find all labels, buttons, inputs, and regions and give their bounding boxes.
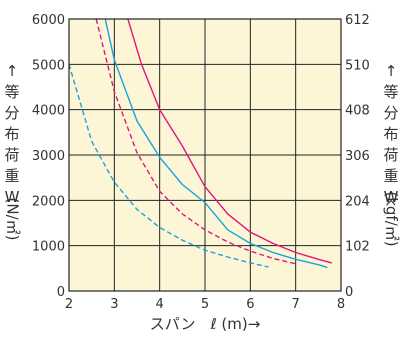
series-line-4 bbox=[68, 64, 269, 268]
right-axis-label-char: 布 bbox=[383, 125, 398, 143]
y-tick-label-right: 306 bbox=[345, 149, 370, 164]
grid bbox=[69, 19, 341, 291]
left-axis-label-char: 分 bbox=[4, 104, 19, 122]
y-tick-label-left: 6000 bbox=[32, 13, 65, 28]
y-tick-label-right: 102 bbox=[345, 240, 370, 255]
y-tick-label-left: 1000 bbox=[32, 240, 65, 255]
x-axis-label: スパン ℓ (m)→ bbox=[150, 315, 261, 333]
right-axis-label-char: 等 bbox=[383, 83, 398, 101]
x-tick-label: 5 bbox=[201, 297, 209, 312]
right-axis-label-char: 荷 bbox=[383, 146, 398, 164]
left-axis-label-char: W bbox=[5, 188, 20, 206]
x-tick-label: 6 bbox=[246, 297, 254, 312]
left-axis-label-char: ↑ bbox=[6, 62, 19, 80]
y-tick-label-left: 5000 bbox=[32, 58, 65, 73]
y-tick-label-right: 510 bbox=[345, 58, 370, 73]
y-tick-label-right: 612 bbox=[345, 13, 370, 28]
y-tick-label-right: 408 bbox=[345, 104, 370, 119]
series-line-3 bbox=[95, 18, 296, 265]
series-line-1 bbox=[127, 18, 333, 264]
tick-labels: 0 1000 2000 3000 4000 5000 6000 0 102 204 306 408 51… bbox=[32, 13, 370, 312]
y-tick-label-right: 0 bbox=[345, 285, 353, 300]
right-axis-label-char: W bbox=[384, 188, 399, 206]
y-tick-label-left: 2000 bbox=[32, 194, 65, 209]
left-axis-label-char: 等 bbox=[4, 83, 19, 101]
x-tick-label: 8 bbox=[337, 297, 345, 312]
left-axis-label-char: 布 bbox=[4, 125, 19, 143]
series-group bbox=[68, 18, 333, 269]
left-axis-label-char: 荷 bbox=[4, 146, 19, 164]
right-axis-label-char: ↑ bbox=[385, 62, 398, 80]
plot-border bbox=[68, 18, 342, 292]
x-tick-label: 3 bbox=[110, 297, 118, 312]
x-tick-label: 7 bbox=[292, 297, 300, 312]
y-tick-label-left: 3000 bbox=[32, 149, 65, 164]
x-tick-label: 4 bbox=[156, 297, 164, 312]
right-axis-label-char: 重 bbox=[383, 167, 398, 185]
right-axis-label-char: 分 bbox=[383, 104, 398, 122]
x-tick-label: 2 bbox=[65, 297, 73, 312]
y-tick-label-left: 0 bbox=[57, 285, 65, 300]
y-tick-label-left: 4000 bbox=[32, 104, 65, 119]
y-tick-label-right: 204 bbox=[345, 194, 370, 209]
left-axis-label-unit: (N/㎡) bbox=[4, 198, 22, 241]
right-axis-label-unit: (kgf/㎡) bbox=[383, 191, 401, 246]
series-line-2 bbox=[104, 18, 328, 269]
left-axis-label-char: 重 bbox=[4, 167, 19, 185]
